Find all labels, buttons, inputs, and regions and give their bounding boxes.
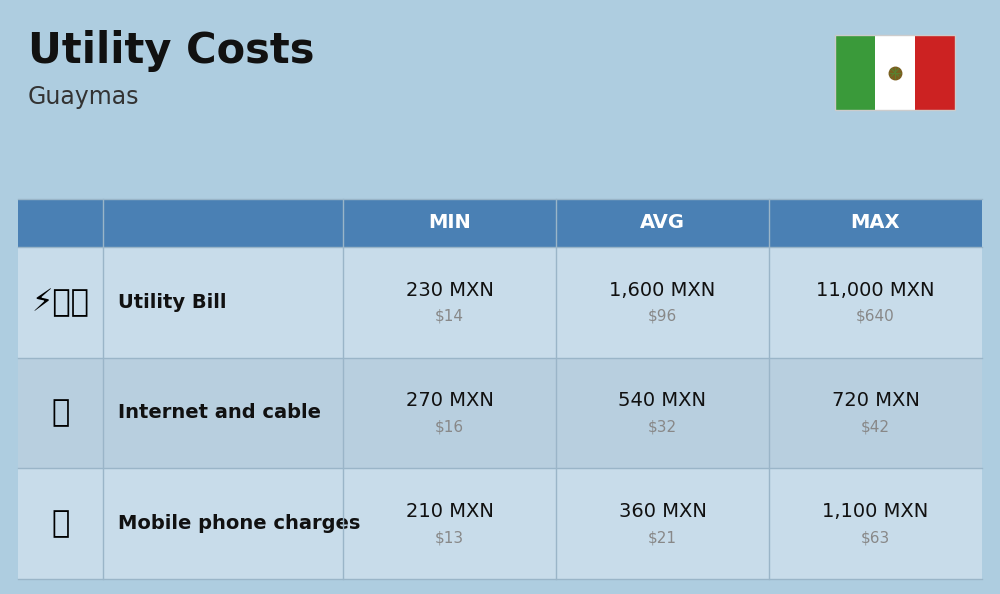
Text: Mobile phone charges: Mobile phone charges [118, 514, 360, 533]
Bar [18, 247, 982, 358]
Text: 270 MXN: 270 MXN [406, 391, 493, 410]
Text: $21: $21 [648, 530, 677, 545]
Text: $14: $14 [435, 309, 464, 324]
Bar [915, 35, 955, 110]
Text: $640: $640 [856, 309, 895, 324]
Bar [18, 468, 982, 579]
Text: $13: $13 [435, 530, 464, 545]
Text: 📱: 📱 [51, 509, 70, 538]
Bar [18, 199, 982, 247]
Text: Internet and cable: Internet and cable [118, 403, 321, 422]
Text: 360 MXN: 360 MXN [619, 502, 706, 521]
Text: Utility Costs: Utility Costs [28, 30, 314, 72]
Text: Utility Bill: Utility Bill [118, 293, 226, 312]
Text: 230 MXN: 230 MXN [406, 281, 493, 300]
Text: Guaymas: Guaymas [28, 85, 140, 109]
Text: $63: $63 [861, 530, 890, 545]
Text: MAX: MAX [851, 213, 900, 232]
Text: 📶: 📶 [51, 399, 70, 428]
Text: ⚡🔧💧: ⚡🔧💧 [32, 288, 89, 317]
Text: $42: $42 [861, 419, 890, 434]
Text: 540 MXN: 540 MXN [618, 391, 706, 410]
Text: 1,100 MXN: 1,100 MXN [822, 502, 929, 521]
Text: MIN: MIN [428, 213, 471, 232]
Bar [835, 35, 875, 110]
Text: $96: $96 [648, 309, 677, 324]
Bar [18, 358, 982, 468]
Text: $32: $32 [648, 419, 677, 434]
Text: 210 MXN: 210 MXN [406, 502, 493, 521]
Text: 11,000 MXN: 11,000 MXN [816, 281, 935, 300]
Text: AVG: AVG [640, 213, 685, 232]
Text: 1,600 MXN: 1,600 MXN [609, 281, 716, 300]
Bar [875, 35, 915, 110]
Text: 720 MXN: 720 MXN [832, 391, 919, 410]
Text: $16: $16 [435, 419, 464, 434]
Bar [835, 35, 955, 110]
